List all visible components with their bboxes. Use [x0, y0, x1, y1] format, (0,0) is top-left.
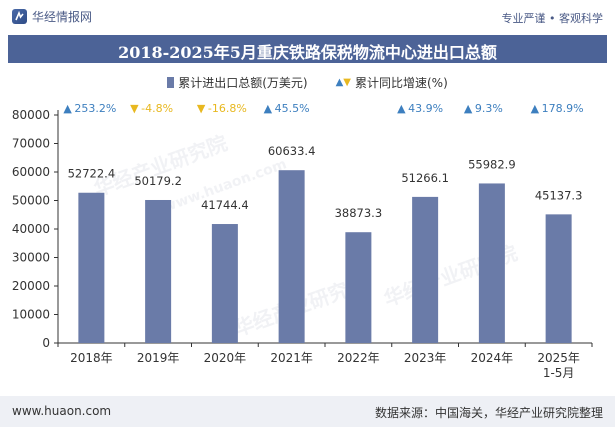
bar — [211, 224, 238, 343]
growth-label: 43.9% — [408, 102, 443, 115]
top-bar: 华经情报网 专业严谨 • 客观科学 — [0, 0, 615, 34]
x-tick-label: 2019年 — [137, 351, 180, 365]
x-tick-label: 2018年 — [70, 351, 113, 365]
data-label: 55982.9 — [468, 157, 516, 171]
up-arrow-icon: ▲ — [264, 102, 273, 115]
bar — [412, 196, 439, 343]
data-label: 60633.4 — [268, 144, 316, 158]
up-arrow-icon: ▲ — [63, 102, 72, 115]
growth-label: 253.2% — [74, 102, 116, 115]
growth-label: -4.8% — [141, 102, 173, 115]
growth-label: 178.9% — [542, 102, 584, 115]
bar — [78, 192, 105, 343]
footer-source: 数据来源：中国海关，华经产业研究院整理 — [374, 406, 603, 420]
y-tick-label: 60000 — [12, 165, 50, 179]
y-tick-label: 80000 — [12, 108, 50, 122]
growth-label: 9.3% — [475, 102, 503, 115]
bar — [278, 170, 305, 343]
data-label: 38873.3 — [335, 206, 383, 220]
legend-triangle-swatch-icon: ▲▼ — [335, 76, 351, 88]
down-arrow-icon: ▼ — [130, 102, 139, 115]
brand-logo-icon — [12, 9, 27, 24]
legend-label-growth: 累计同比增速(%) — [355, 76, 448, 90]
data-label: 51266.1 — [401, 171, 449, 185]
growth-label: 45.5% — [275, 102, 310, 115]
growth-label: -16.8% — [208, 102, 247, 115]
brand-name: 华经情报网 — [32, 10, 93, 24]
brand[interactable]: 华经情报网 — [12, 8, 92, 25]
x-tick-label: 2021年 — [270, 351, 313, 365]
legend-item-total: 累计进出口总额(万美元) — [167, 74, 308, 91]
legend-bar-swatch-icon — [167, 77, 175, 88]
y-tick-label: 70000 — [12, 137, 50, 151]
down-arrow-icon: ▼ — [197, 102, 206, 115]
legend-item-growth: ▲▼ 累计同比增速(%) — [336, 74, 448, 91]
y-tick-label: 30000 — [12, 251, 50, 265]
bar — [478, 183, 505, 343]
bar — [345, 232, 372, 343]
y-tick-label: 20000 — [12, 279, 50, 293]
x-tick-label: 2024年 — [471, 351, 514, 365]
chart-title: 2018-2025年5月重庆铁路保税物流中心进出口总额 — [118, 43, 497, 62]
x-tick-label: 2023年 — [404, 351, 447, 365]
footer-url[interactable]: www.huaon.com — [12, 404, 112, 418]
bar — [545, 214, 572, 343]
y-tick-label: 10000 — [12, 308, 50, 322]
data-label: 52722.4 — [68, 167, 116, 181]
up-arrow-icon: ▲ — [531, 102, 540, 115]
title-band: 2018-2025年5月重庆铁路保税物流中心进出口总额 — [8, 35, 607, 63]
data-label: 41744.4 — [201, 198, 249, 212]
bar — [145, 199, 172, 343]
y-tick-label: 40000 — [12, 222, 50, 236]
bar-chart: 0 10000 20000 30000 40000 50000 60000 70000 8000… — [12, 102, 593, 380]
x-tick-label: 2022年 — [337, 351, 380, 365]
data-label: 45137.3 — [535, 188, 583, 202]
y-tick-label: 50000 — [12, 194, 50, 208]
up-arrow-icon: ▲ — [397, 102, 406, 115]
x-tick-label: 2025年 — [537, 351, 580, 365]
x-tick-label: 2020年 — [204, 351, 247, 365]
footer: www.huaon.com 数据来源：中国海关，华经产业研究院整理 — [0, 396, 615, 427]
legend-label-total: 累计进出口总额(万美元) — [178, 76, 308, 90]
up-arrow-icon: ▲ — [464, 102, 473, 115]
x-tick-label: 1-5月 — [543, 366, 575, 380]
brand-tagline: 专业严谨 • 客观科学 — [501, 12, 603, 25]
data-label: 50179.2 — [134, 174, 182, 188]
y-tick-label: 0 — [42, 336, 50, 350]
chart-legend: 累计进出口总额(万美元) ▲▼ 累计同比增速(%) — [0, 74, 615, 91]
